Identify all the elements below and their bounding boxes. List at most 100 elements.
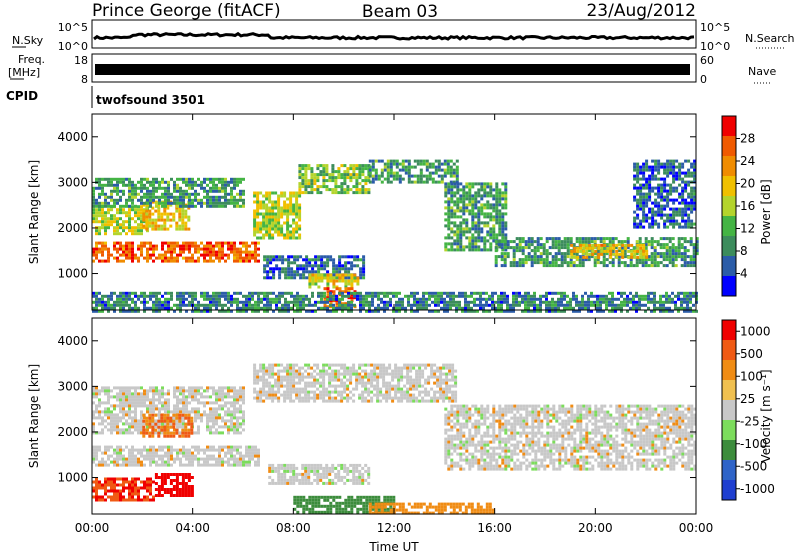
power-cell — [569, 303, 572, 307]
power-cell — [660, 213, 664, 217]
power-cell — [290, 255, 294, 259]
velocity-cell — [212, 386, 215, 390]
power-cell — [416, 162, 420, 166]
power-cell — [134, 195, 137, 199]
velocity-cell — [236, 392, 239, 396]
power-cell — [119, 195, 122, 199]
velocity-cell — [179, 422, 182, 426]
power-cell — [672, 216, 676, 220]
power-cell — [274, 227, 278, 231]
power-cell — [465, 218, 469, 222]
power-cell — [154, 227, 158, 231]
power-cell — [669, 171, 673, 175]
power-cell — [551, 264, 555, 268]
velocity-cell — [146, 398, 149, 402]
velocity-cell — [113, 457, 116, 461]
power-cell — [666, 195, 670, 199]
power-cell — [92, 208, 95, 212]
power-cell — [524, 306, 527, 310]
power-cell — [621, 255, 625, 259]
power-cell — [419, 159, 423, 163]
velocity-cell — [140, 460, 143, 464]
power-cell — [630, 249, 634, 253]
power-cell — [471, 182, 475, 186]
velocity-cell — [92, 410, 95, 414]
power-cell — [398, 168, 402, 172]
power-cell — [239, 189, 242, 193]
power-cell — [501, 236, 505, 240]
power-cell — [256, 215, 260, 219]
power-cell — [386, 294, 389, 298]
velocity-cell — [239, 392, 242, 396]
power-cell — [125, 211, 128, 215]
power-cell — [456, 197, 460, 201]
power-cell — [422, 291, 425, 295]
velocity-cell — [122, 457, 125, 461]
power-cell — [209, 180, 212, 184]
velocity-cell — [233, 425, 236, 429]
velocity-cell — [203, 389, 206, 393]
power-cell — [230, 244, 233, 248]
power-cell — [380, 300, 383, 304]
power-cell — [113, 232, 116, 236]
power-cell — [693, 174, 697, 178]
power-cell — [657, 171, 661, 175]
velocity-cell — [158, 463, 161, 467]
power-cell — [230, 186, 233, 190]
velocity-cell — [248, 451, 251, 455]
power-colorbar-segment — [722, 256, 736, 277]
power-cell — [298, 176, 302, 180]
power-cell — [98, 303, 101, 307]
velocity-cell — [161, 395, 164, 399]
power-cell — [236, 309, 239, 313]
velocity-cell — [218, 389, 221, 393]
power-cell — [501, 221, 505, 225]
velocity-cell — [158, 416, 161, 420]
power-cell — [407, 180, 411, 184]
power-cell — [452, 168, 456, 172]
velocity-cell — [227, 457, 230, 461]
power-cell — [632, 300, 635, 304]
power-cell — [389, 162, 393, 166]
power-cell — [287, 270, 291, 274]
power-cell — [386, 306, 389, 310]
power-cell — [377, 291, 380, 295]
power-cell — [146, 300, 149, 304]
power-cell — [678, 165, 682, 169]
power-cell — [266, 264, 270, 268]
power-cell — [182, 192, 185, 196]
power-cell — [307, 167, 311, 171]
power-cell — [392, 171, 396, 175]
velocity-cell — [119, 392, 122, 396]
power-cell — [690, 225, 694, 229]
power-cell — [480, 182, 484, 186]
power-cell — [92, 220, 95, 224]
power-cell — [404, 309, 407, 313]
power-cell — [256, 224, 260, 228]
power-cell — [362, 258, 366, 262]
velocity-cell — [101, 428, 104, 432]
power-cell — [383, 309, 386, 313]
power-cell — [533, 306, 536, 310]
power-cell — [98, 226, 101, 230]
power-cell — [176, 201, 179, 205]
power-cell — [347, 276, 351, 280]
power-cell — [176, 186, 179, 190]
power-cell — [131, 195, 134, 199]
power-cell — [275, 297, 278, 301]
power-colorbar-segment — [722, 196, 736, 217]
power-cell — [286, 215, 290, 219]
power-cell — [140, 189, 143, 193]
power-cell — [470, 291, 473, 295]
power-cell — [404, 171, 408, 175]
velocity-cell — [182, 448, 185, 452]
velocity-cell — [122, 389, 125, 393]
power-cell — [185, 247, 188, 251]
power-cell — [536, 261, 540, 265]
power-cell — [455, 168, 459, 172]
power-cell — [346, 188, 350, 192]
power-cell — [638, 261, 642, 265]
power-cell — [485, 303, 488, 307]
power-cell — [262, 206, 266, 210]
power-cell — [578, 300, 581, 304]
